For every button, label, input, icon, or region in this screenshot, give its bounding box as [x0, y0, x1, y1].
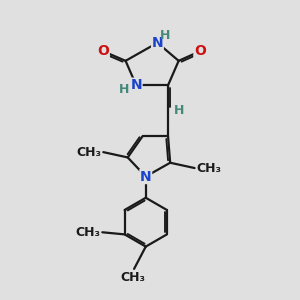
Text: H: H — [119, 82, 130, 96]
Text: O: O — [98, 44, 109, 58]
Text: N: N — [140, 169, 152, 184]
Text: H: H — [160, 29, 171, 43]
Text: H: H — [173, 104, 184, 117]
Text: N: N — [130, 78, 142, 92]
Text: O: O — [194, 44, 206, 58]
Text: CH₃: CH₃ — [196, 161, 221, 175]
Text: N: N — [152, 36, 163, 50]
Text: CH₃: CH₃ — [75, 226, 100, 239]
Text: CH₃: CH₃ — [121, 271, 146, 284]
Text: CH₃: CH₃ — [76, 146, 102, 159]
